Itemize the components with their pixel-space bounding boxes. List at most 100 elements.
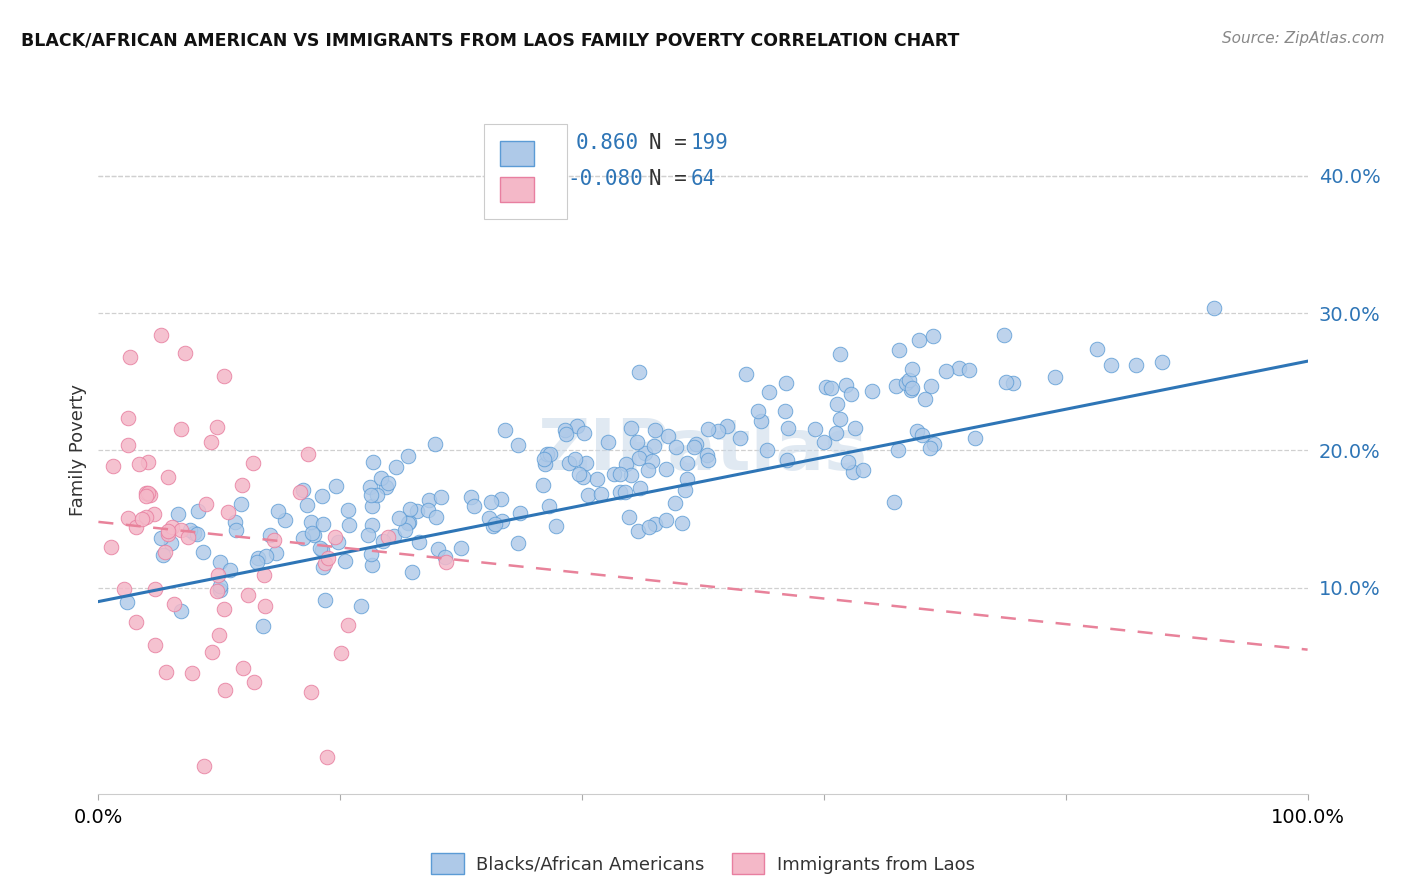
Point — [685, 437, 707, 451]
Point — [311, 516, 333, 531]
Point — [316, 551, 339, 566]
Point — [491, 514, 513, 528]
Point — [820, 381, 842, 395]
Point — [304, 527, 326, 541]
Point — [995, 375, 1018, 389]
Point — [357, 528, 380, 542]
Point — [201, 645, 224, 659]
Point — [401, 565, 423, 579]
Point — [852, 463, 875, 477]
Point — [205, 584, 228, 599]
Point — [627, 366, 650, 380]
Point — [1202, 301, 1225, 316]
Point — [350, 599, 373, 613]
Point — [311, 489, 333, 503]
Point — [572, 426, 595, 441]
Point — [620, 421, 643, 435]
Point — [398, 515, 420, 529]
Point — [804, 421, 827, 435]
Point — [208, 579, 231, 593]
Point — [149, 531, 172, 545]
Point — [207, 567, 229, 582]
Point — [100, 541, 122, 555]
Point — [309, 541, 332, 556]
Point — [506, 438, 529, 452]
Point — [360, 499, 382, 513]
Point — [396, 450, 419, 464]
Y-axis label: Family Poverty: Family Poverty — [69, 384, 87, 516]
Point — [425, 510, 447, 524]
Point — [957, 363, 980, 377]
Point — [252, 619, 274, 633]
Point — [576, 488, 599, 502]
Point — [613, 484, 636, 499]
Point — [676, 456, 699, 470]
Point — [136, 486, 159, 500]
Point — [117, 438, 139, 452]
Point — [328, 535, 350, 549]
Point — [614, 458, 637, 472]
Point — [174, 345, 197, 359]
Point — [482, 519, 505, 533]
Point — [408, 534, 430, 549]
Point — [564, 452, 586, 467]
Point — [603, 467, 626, 481]
Point — [531, 478, 554, 492]
Point — [921, 329, 943, 343]
Point — [359, 480, 381, 494]
Point — [463, 499, 485, 513]
Point — [117, 510, 139, 524]
Point — [263, 533, 285, 547]
Point — [143, 638, 166, 652]
Point — [131, 512, 153, 526]
Point — [301, 525, 323, 540]
Point — [406, 504, 429, 518]
Point — [291, 531, 314, 545]
Point — [506, 536, 529, 550]
Point — [139, 488, 162, 502]
Point — [558, 456, 581, 470]
Point — [209, 583, 232, 598]
Point — [427, 541, 450, 556]
Point — [325, 479, 347, 493]
Point — [183, 525, 205, 540]
Point — [671, 516, 693, 530]
Point — [254, 599, 277, 613]
Point — [208, 555, 231, 569]
Point — [170, 523, 193, 537]
Point — [758, 385, 780, 400]
Point — [883, 495, 905, 509]
Point — [749, 413, 772, 427]
Point — [193, 759, 215, 773]
Point — [813, 434, 835, 449]
Point — [370, 471, 392, 485]
Point — [157, 470, 180, 484]
Text: 64: 64 — [690, 169, 716, 189]
Point — [776, 452, 799, 467]
Point — [830, 412, 852, 426]
Point — [922, 437, 945, 451]
Point — [394, 523, 416, 537]
Point — [609, 485, 631, 500]
Point — [360, 488, 382, 502]
Point — [572, 470, 595, 484]
Point — [103, 458, 125, 473]
Point — [159, 536, 181, 550]
Point — [360, 558, 382, 573]
Point — [217, 505, 239, 519]
Point — [374, 480, 396, 494]
Point — [634, 445, 657, 459]
Point — [643, 439, 665, 453]
Point — [897, 373, 920, 387]
Point — [585, 472, 607, 486]
Point — [155, 665, 177, 679]
Point — [243, 674, 266, 689]
Point — [477, 511, 499, 525]
Point — [187, 503, 209, 517]
Point — [896, 376, 918, 390]
Point — [242, 457, 264, 471]
Point — [673, 483, 696, 498]
Point — [911, 427, 934, 442]
Point — [299, 515, 322, 529]
Point — [143, 582, 166, 597]
